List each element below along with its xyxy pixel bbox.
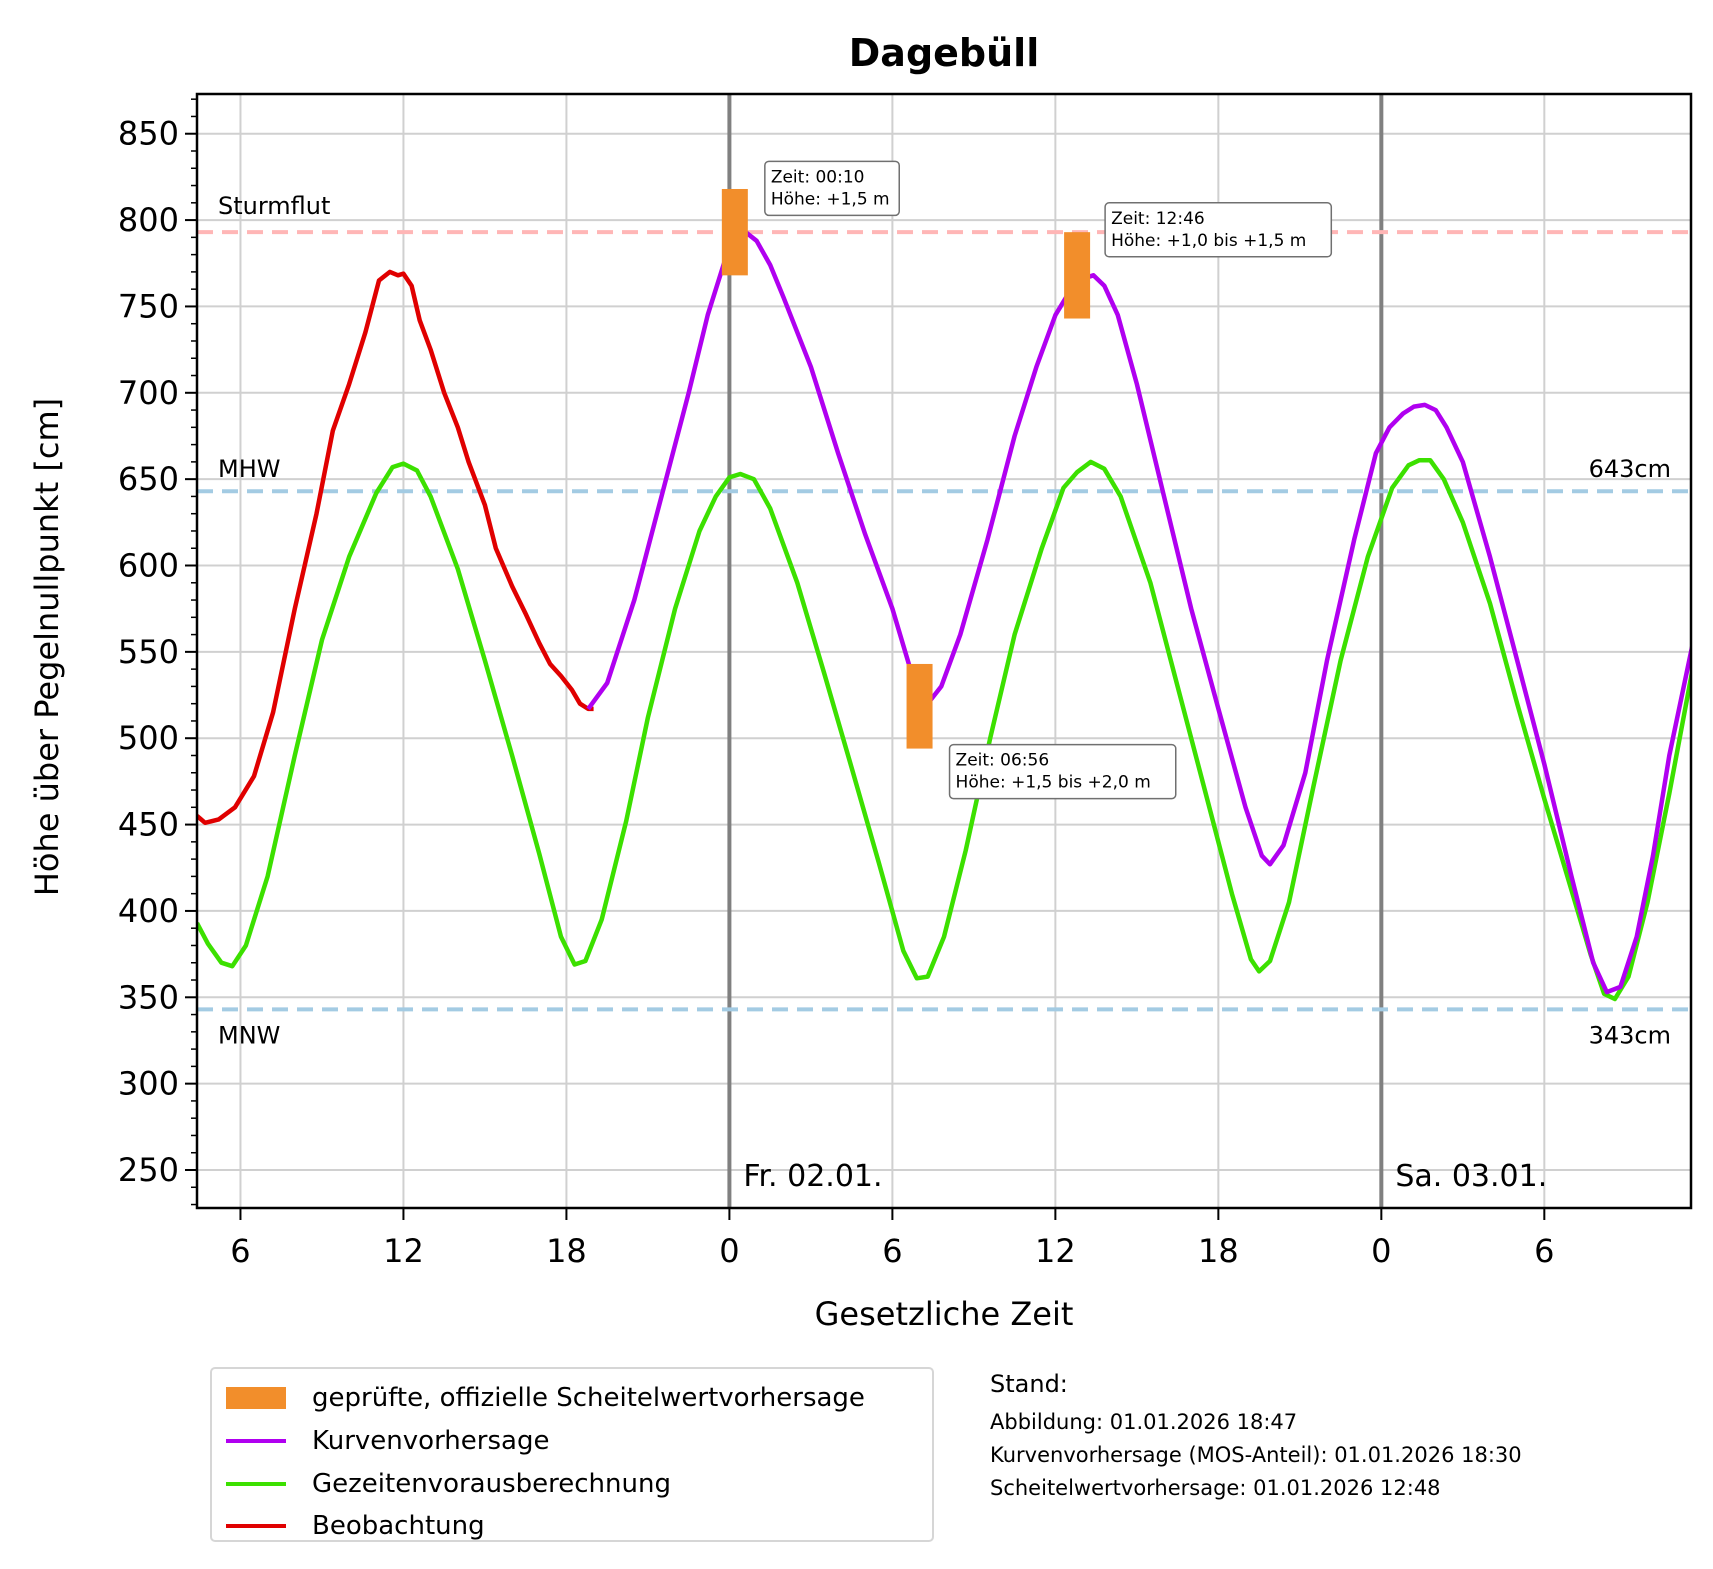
annotation-box: [948, 743, 1177, 800]
legend-item-gezeiten: Gezeitenvorausberechnung: [226, 1469, 671, 1499]
y-tick-label: 800: [118, 201, 179, 239]
y-tick-label: 450: [118, 806, 179, 844]
legend-label: Kurvenvorhersage: [312, 1426, 550, 1456]
x-axis-label: Gesetzliche Zeit: [815, 1295, 1074, 1333]
x-tick-label: 6: [1534, 1232, 1554, 1270]
annotation-text: Zeit: 12:46: [1111, 209, 1205, 229]
y-tick-label: 850: [118, 115, 179, 153]
reference-label-mnw: MNW: [218, 1021, 280, 1049]
y-tick-label: 250: [118, 1151, 179, 1189]
annotation-box: [764, 160, 900, 217]
legend-item-kurvenvorhersage: Kurvenvorhersage: [226, 1426, 549, 1456]
y-tick-label: 700: [118, 374, 179, 412]
legend-item-beobachtung: Beobachtung: [226, 1511, 485, 1541]
y-tick-label: 400: [118, 892, 179, 930]
reference-label-sturmflut: Sturmflut: [218, 192, 330, 220]
reference-value-mnw: 343cm: [1589, 1021, 1671, 1049]
annotation-text: Zeit: 00:10: [771, 167, 865, 187]
series-line-kurvenvorhersage: [586, 229, 1691, 995]
day-label: Sa. 03.01.: [1395, 1159, 1547, 1194]
annotation-text: Höhe: +1,5 m: [771, 189, 890, 209]
scheitel-bar: [1064, 232, 1091, 319]
annotation-box: [1104, 202, 1333, 258]
scheitel-bar: [721, 188, 748, 276]
x-tick-label: 6: [882, 1232, 902, 1270]
legend-label: geprüfte, offizielle Scheitelwertvorhers…: [312, 1383, 865, 1413]
y-tick-label: 600: [118, 547, 179, 585]
legend: geprüfte, offizielle Scheitelwertvorhers…: [210, 1367, 934, 1542]
annotation-text: Zeit: 06:56: [956, 751, 1050, 771]
legend-swatch: [226, 1482, 286, 1486]
annotation-text: Höhe: +1,0 bis +1,5 m: [1111, 231, 1306, 251]
stand-line-scheitelwert: Scheitelwertvorhersage: 01.01.2026 12:48: [990, 1476, 1441, 1500]
y-tick-label: 650: [118, 460, 179, 498]
legend-item-scheitelwert: geprüfte, offizielle Scheitelwertvorhers…: [226, 1383, 865, 1413]
stand-info: Stand: Abbildung: 01.01.2026 18:47 Kurve…: [990, 1370, 1522, 1505]
legend-swatch: [226, 1387, 286, 1409]
legend-label: Gezeitenvorausberechnung: [312, 1469, 671, 1499]
legend-swatch: [226, 1439, 286, 1443]
y-tick-label: 550: [118, 633, 179, 671]
reference-label-mhw: MHW: [218, 455, 280, 483]
annotation-text: Höhe: +1,5 bis +2,0 m: [956, 773, 1151, 793]
x-tick-label: 0: [719, 1232, 739, 1270]
scheitel-bar: [906, 663, 933, 749]
x-tick-label: 0: [1371, 1232, 1391, 1270]
day-label: Fr. 02.01.: [743, 1159, 882, 1194]
y-tick-label: 500: [118, 719, 179, 757]
legend-label: Beobachtung: [312, 1511, 485, 1541]
y-tick-label: 350: [118, 978, 179, 1016]
stand-line-abbildung: Abbildung: 01.01.2026 18:47: [990, 1410, 1298, 1434]
legend-swatch: [226, 1524, 286, 1528]
y-axis-label: Höhe über Pegelnullpunkt [cm]: [28, 398, 66, 896]
y-tick-label: 750: [118, 287, 179, 325]
reference-value-mhw: 643cm: [1589, 455, 1671, 483]
x-tick-label: 18: [546, 1232, 587, 1270]
stand-heading: Stand:: [990, 1370, 1068, 1398]
x-tick-label: 6: [230, 1232, 250, 1270]
stand-line-kurvenvorhersage: Kurvenvorhersage (MOS-Anteil): 01.01.202…: [990, 1443, 1522, 1467]
x-tick-label: 12: [1035, 1232, 1076, 1270]
x-tick-label: 12: [383, 1232, 424, 1270]
series-line-gezeitenvorausberechnung: [197, 457, 1691, 1002]
y-tick-label: 300: [118, 1065, 179, 1103]
x-tick-label: 18: [1198, 1232, 1239, 1270]
chart-title: Dagebüll: [849, 31, 1039, 75]
series-line-beobachtung: [197, 269, 594, 826]
